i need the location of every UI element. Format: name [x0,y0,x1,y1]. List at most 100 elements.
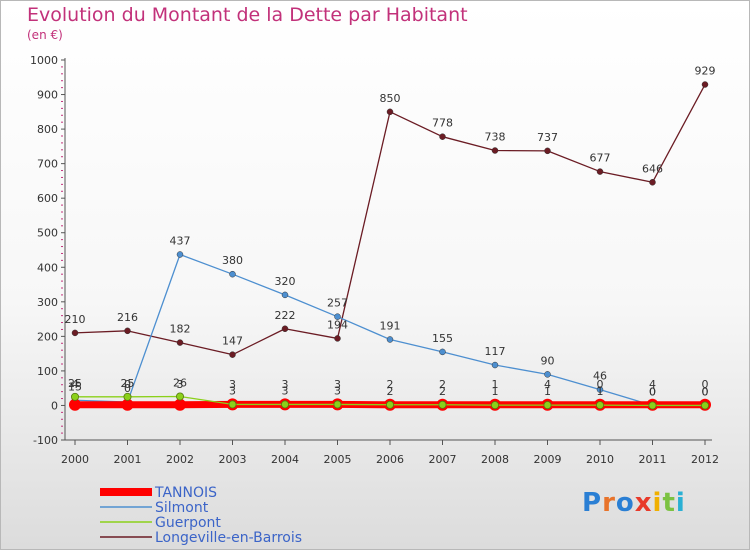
data-label: 1 [597,385,604,398]
data-label: 257 [327,297,348,310]
data-label: 929 [695,65,716,78]
legend-label: Longeville-en-Barrois [155,530,302,546]
data-point [123,392,132,401]
data-point [176,339,184,346]
data-point [71,329,79,337]
data-point [386,336,394,343]
data-label: 182 [170,323,191,336]
data-point [176,251,184,258]
y-tick-label: 700 [37,158,58,171]
y-tick-label: -100 [33,434,58,447]
x-tick-label: 2008 [481,453,509,466]
data-label: 15 [68,380,82,393]
y-tick-label: 1000 [30,54,58,67]
data-point [543,401,552,410]
y-tick-label: 300 [37,296,58,309]
data-label: 210 [65,313,86,326]
data-label: 380 [222,254,243,267]
data-point [596,401,605,410]
x-tick-label: 2012 [691,453,719,466]
data-label: 2 [439,385,446,398]
data-label: 4 [649,378,656,391]
data-point [491,147,499,154]
data-label: 25 [68,377,82,390]
y-tick-label: 900 [37,89,58,102]
data-point [174,398,186,411]
data-point [175,392,184,401]
data-label: 0 [649,385,656,398]
data-label: 3 [334,384,341,397]
data-point [649,179,656,186]
data-label: 1 [492,378,499,391]
y-tick-label: 0 [51,399,58,412]
data-label: 646 [642,162,663,175]
data-label: 0 [702,378,709,391]
data-point [544,371,551,378]
x-tick-label: 2010 [586,453,614,466]
y-tick-label: 500 [37,227,58,240]
x-tick-label: 2004 [271,453,299,466]
data-point [281,325,289,333]
data-label: 437 [170,234,191,247]
data-label: 46 [593,370,607,383]
data-point [334,313,341,320]
y-tick-label: 600 [37,192,58,205]
data-label: 0 [597,378,604,391]
data-label: 2 [439,378,446,391]
data-point [124,327,131,335]
x-tick-label: 2000 [61,453,89,466]
data-label: 191 [380,319,401,332]
legend-label: TANNOIS [154,485,217,501]
data-label: 0 [124,378,131,391]
logo-letter: o [615,488,635,518]
data-label: 738 [485,131,506,144]
y-tick-label: 200 [37,330,58,343]
data-label: 850 [380,92,401,105]
data-label: 2 [387,378,394,391]
data-point [438,400,447,409]
data-point [229,270,236,278]
data-point [701,81,709,88]
data-label: 3 [229,384,236,397]
data-point [701,401,710,410]
data-label: 4 [544,378,551,391]
data-point [121,398,134,411]
proxiti-logo: Proxiti [582,488,686,518]
logo-letter: P [582,488,603,518]
data-point [280,400,289,409]
data-point [333,400,342,409]
x-tick-label: 2002 [166,453,194,466]
x-tick-label: 2011 [639,453,667,466]
x-tick-label: 2005 [324,453,352,466]
data-point [69,398,81,411]
logo-letter: t [662,488,676,518]
data-label: 216 [117,311,138,324]
data-label: 0 [702,385,709,398]
data-label: 155 [432,332,453,345]
data-label: 0 [649,385,656,398]
data-label: 0 [124,382,131,395]
data-label: 320 [275,275,296,288]
data-point [596,168,604,175]
data-label: 3 [229,378,236,391]
data-point [648,401,657,410]
data-point [544,147,551,155]
chart-subtitle: (en €) [27,28,63,42]
y-tick-label: 800 [37,123,58,136]
data-label: 0 [702,385,709,398]
x-tick-label: 2003 [219,453,247,466]
logo-letter: x [634,488,653,518]
data-point [71,392,80,401]
data-label: 222 [275,309,296,322]
data-label: 117 [485,345,506,358]
data-label: 737 [537,131,558,144]
data-point [491,361,499,369]
legend-label: Guerpont [155,515,221,531]
x-tick-label: 2006 [376,453,404,466]
data-label: 3 [282,378,289,391]
data-label: 25 [121,377,135,390]
y-tick-label: 100 [37,365,58,378]
data-point [386,108,394,116]
data-label: 4 [72,378,79,391]
data-point [596,386,604,393]
